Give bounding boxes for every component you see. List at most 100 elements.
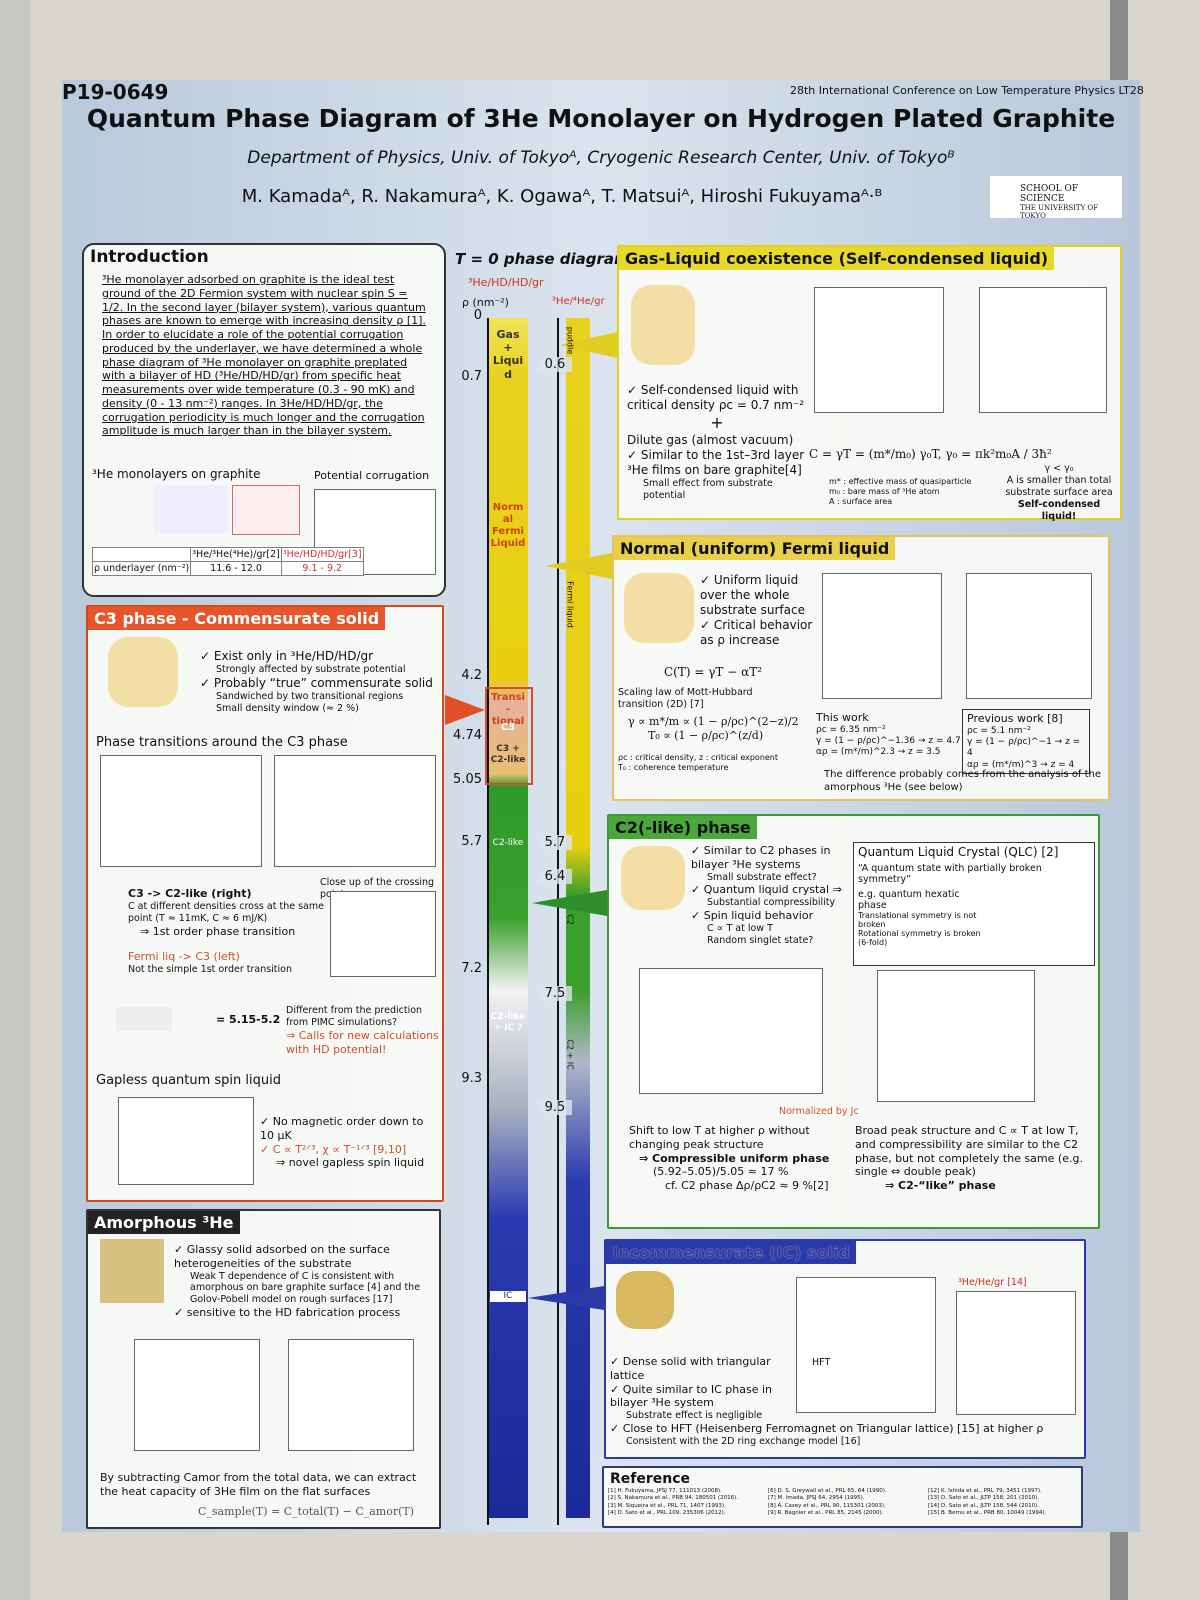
authors: M. Kamadaᴬ, R. Nakamuraᴬ, K. Ogawaᴬ, T. … [241,186,883,207]
lattice-image [621,846,685,910]
transition-box [485,687,533,785]
reference-column: [6] D. S. Greywall et al., PRL 65, 64 (1… [768,1488,922,1518]
point: Small density window (≈ 2 %) [216,702,359,714]
conclusion: Self-condensed liquid! [1017,498,1101,522]
text: Fermi liq -> C3 (left) [128,950,240,964]
cell: ρ underlayer (nm⁻²) [91,561,192,576]
lattice-sketch [232,485,300,535]
scaling: Scaling law of Mott-Hubbard transition (… [618,687,753,710]
formula: C(T) = γT − αT² [664,665,763,679]
reference-list: [1] H. Fukuyama, JPSJ 77, 111013 (2008).… [608,1488,1082,1518]
reference-item: [7] M. Imada, JPSJ 64, 2954 (1995). [768,1495,865,1502]
this-work: αρ = (m*/m)^2.3 → z = 3.5 [816,747,941,758]
this-work: ρc = 6.35 nm⁻² [816,724,886,735]
heading: Introduction [90,247,209,267]
point: ✓ Uniform liquid over the whole substrat… [700,573,805,617]
phase-label: C2 [565,914,575,925]
note: m* : effective mass of quasiparticle [829,477,972,486]
point: ✓ Quite similar to IC phase in bilayer ³… [610,1382,773,1410]
density-tick: 7.5 [538,986,572,1001]
subhead: Potential corrugation [314,469,430,482]
point: ✓ Glassy solid adsorbed on the surface h… [174,1243,390,1270]
title: Quantum Phase Diagram of 3He Monolayer o… [86,104,1116,133]
plot [330,891,436,977]
phase-bar-left [488,318,528,1518]
reference: Reference [1] H. Fukuyama, JPSJ 77, 1110… [602,1466,1083,1528]
previous-work: αρ = (m*/m)^3 → z = 4 [967,759,1075,770]
reference-item: [6] D. S. Greywall et al., PRL 65, 64 (1… [768,1488,887,1494]
text: Shift to low T at higher ρ without chang… [629,1124,810,1151]
point: ✓ Spin liquid behavior [691,909,814,922]
heading: Reference [610,1471,691,1487]
reference-column: [12] K. Ishida et al., PRL 79, 3451 (199… [928,1488,1082,1518]
normalized: Normalized by Jc [779,1106,859,1117]
point: Weak T dependence of C is consistent wit… [190,1270,421,1306]
reference-item: [2] S. Nakamura et al., PRB 94, 180501 (… [608,1495,739,1502]
cell: 9.1 - 9.2 [280,561,364,576]
point: ✓ Probably “true” commensurate solid [200,675,433,690]
point: Strongly affected by substrate potential [216,664,406,675]
text: Not the simple 1st order transition [128,964,293,975]
text: ⇒ Compressible uniform phase [639,1151,830,1165]
conference: 28th International Conference on Low Tem… [790,84,1144,97]
point: C ∝ T at low T [707,922,773,934]
plot [822,573,942,699]
this-work: γ = (1 − ρ/ρc)^−1.36 → z = 4.7 [816,736,961,746]
lattice-image [624,573,694,643]
introduction: Introduction ³He monolayer adsorbed on g… [82,243,446,597]
qlc-point: Translational symmetry is not broken [858,911,977,929]
pd-title: T = 0 phase diagram [455,250,630,268]
text: ⇒ 1st order phase transition [140,924,296,938]
phase-label: C3 [500,722,516,733]
reference-item: [8] A. Casey et al., PRL 90, 115301 (200… [768,1502,886,1509]
phase-label: Fermi liquid [565,581,575,628]
phase-label: Gas + Liquid [492,328,524,381]
density-tick: 5.7 [538,835,572,850]
lattice-image [100,1239,164,1303]
conclusion: A is smaller than total substrate surfac… [1005,474,1113,498]
point: ✓ No magnetic order down to 10 μK [260,1115,424,1142]
plot [814,287,944,413]
text: Different from the prediction from PIMC … [286,1005,423,1028]
lattice-sketch [116,1007,172,1031]
formula: γ ∝ m*/m ∝ (1 − ρ/ρc)^(2−z)/2 [628,715,799,728]
subhead: Gapless quantum spin liquid [96,1073,281,1088]
text: C at different densities cross at the sa… [128,900,324,924]
c3-phase: C3 phase - Commensurate solid ✓ Exist on… [86,605,444,1202]
text: ⇒ C2-“like” phase [885,1179,996,1192]
wall-edge [0,0,30,1600]
qlc-point: Rotational symmetry is broken (6-fold) [858,929,981,947]
phase-label: Transi-tional [491,692,525,727]
point: ✓ Similar to the 1st–3rd layer ³He films… [627,448,805,477]
arrow [445,695,485,725]
point: Small substrate effect? [707,871,817,883]
heading: C2(-like) phase [609,816,757,839]
point: ⇒ novel gapless spin liquid [276,1156,425,1170]
point: ✓ Self-condensed liquid with critical de… [627,383,805,412]
qlc-box: Quantum Liquid Crystal (QLC) [2] “A quan… [853,842,1095,966]
point: ✓ sensitive to the HD fabrication proces… [174,1306,401,1320]
density-tick: 0.6 [538,357,572,372]
logo-line: SCHOOL OF SCIENCE [1020,184,1079,204]
point: Consistent with the 2D ring exchange mod… [626,1435,861,1447]
formula: T₀ ∝ (1 − ρ/ρc)^(z/d) [648,728,764,742]
point: ✓ Critical behavior as ρ increase [700,618,813,647]
cell: 11.6 - 12.0 [190,561,282,576]
poster-id: P19-0649 [62,80,169,104]
previous-work: γ = (1 − ρ/ρc)^−1 → z = 4 [967,737,1081,759]
logo: SCHOOL OF SCIENCE THE UNIVERSITY OF TOKY… [990,176,1122,220]
reference-item: [9] R. Bagnier et al., PRL 85, 2145 (200… [768,1510,884,1517]
arrow [560,332,617,358]
plot [274,755,436,867]
density-tick: 5.7 [461,834,482,849]
density-tick: 9.3 [461,1071,482,1086]
def: ρc : critical density, z : critical expo… [618,753,779,762]
density-tick: 5.05 [453,772,482,787]
plot [796,1277,936,1413]
reference-item: [3] M. Siqueira et al., PRL 71, 1407 (19… [608,1502,726,1509]
cell: ³He/HD/HD/gr[3] [280,547,364,562]
density-tick: 4.74 [453,728,482,743]
density-tick: 6.4 [538,869,572,884]
def: T₀ : coherence temperature [618,763,729,772]
